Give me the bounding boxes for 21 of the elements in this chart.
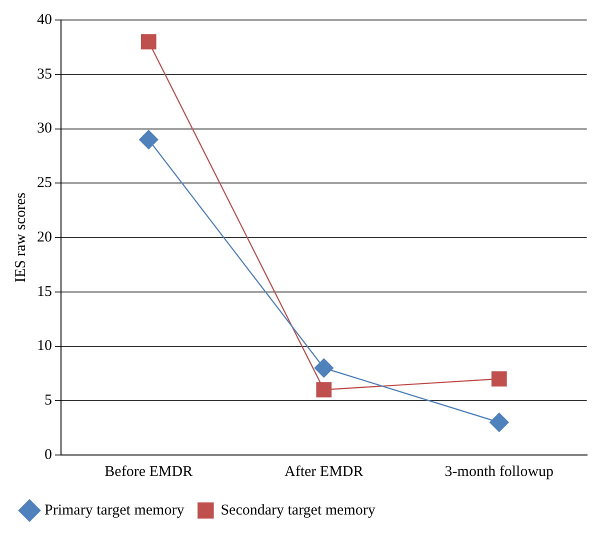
x-tick-label: 3-month followup — [444, 464, 554, 480]
y-tick-label: 35 — [37, 66, 52, 82]
y-tick-label: 40 — [37, 12, 52, 28]
point — [491, 371, 507, 387]
legend-label: Primary target memory — [44, 502, 185, 518]
point — [316, 382, 332, 398]
y-tick-label: 0 — [44, 446, 52, 463]
x-tick-label: After EMDR — [284, 464, 364, 480]
y-tick-label: 20 — [37, 229, 52, 246]
y-tick-label: 5 — [44, 392, 52, 409]
legend-label: Secondary target memory — [220, 502, 376, 518]
y-tick-label: 30 — [37, 120, 52, 137]
point — [314, 358, 334, 378]
y-tick-label: 15 — [37, 284, 52, 300]
y-tick-label: 10 — [37, 338, 52, 354]
point — [140, 34, 156, 50]
point — [139, 130, 158, 150]
point — [490, 412, 509, 432]
x-tick-label: Before EMDR — [104, 464, 193, 480]
y-tick-label: 25 — [37, 175, 52, 192]
y-axis-title: IES raw scores — [12, 192, 29, 282]
